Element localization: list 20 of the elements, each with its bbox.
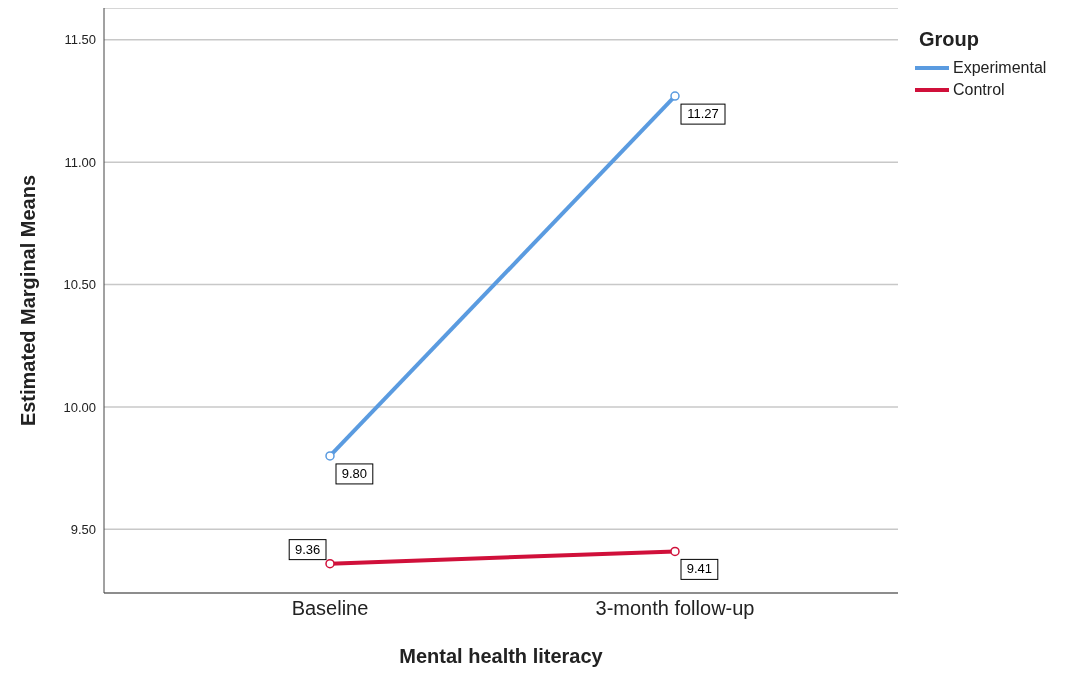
point (670, 91, 680, 101)
legend-title: Group (918, 28, 980, 51)
point (325, 558, 335, 569)
data-label: 9.80 (341, 465, 368, 481)
y-tick-label: 10.00 (63, 399, 96, 415)
y-tick-label: 10.50 (63, 277, 96, 293)
point (325, 451, 335, 461)
legend-label: Control (953, 81, 1005, 99)
y-tick-label: 9.50 (70, 521, 96, 537)
y-tick-label: 11.00 (64, 154, 96, 170)
x-tick-label: 3-month follow-up (595, 597, 755, 620)
y-axis-title: Estimated Marginal Means (17, 174, 40, 427)
x-tick-label: Baseline (291, 597, 369, 620)
x-axis-title: Mental health literacy (399, 645, 604, 667)
data-label: 9.41 (686, 561, 713, 577)
point (670, 546, 680, 557)
data-label: 9.36 (294, 541, 321, 557)
y-tick-label: 11.50 (64, 32, 96, 48)
legend-label: Experimental (953, 59, 1047, 77)
data-label: 11.27 (687, 106, 719, 122)
